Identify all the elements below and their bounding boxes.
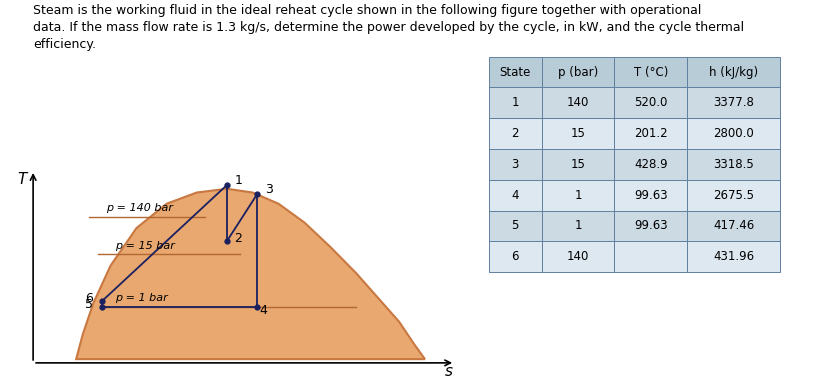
Text: 417.46: 417.46 [712,220,753,232]
Bar [614,87,686,118]
Text: 2800.0: 2800.0 [712,127,753,140]
Bar [614,180,686,211]
Bar [614,211,686,242]
Text: h (kJ/kg): h (kJ/kg) [708,66,758,79]
Text: 99.63: 99.63 [633,189,667,202]
Text: 99.63: 99.63 [633,220,667,232]
Bar [541,57,614,87]
Text: p (bar): p (bar) [557,66,597,79]
Text: 3377.8: 3377.8 [712,96,753,109]
Text: 201.2: 201.2 [633,127,667,140]
Bar [686,87,779,118]
Bar [488,180,541,211]
Text: T (°C): T (°C) [633,66,667,79]
Text: 6: 6 [84,292,93,305]
Bar [686,57,779,87]
Text: 2675.5: 2675.5 [712,189,753,202]
Text: 3: 3 [265,183,272,197]
Bar [541,180,614,211]
Bar [541,118,614,149]
Text: 6: 6 [510,250,519,263]
Bar [488,211,541,242]
Text: p = 15 bar: p = 15 bar [115,241,174,251]
Bar [488,118,541,149]
Bar [614,118,686,149]
Text: 2: 2 [510,127,519,140]
Text: 15: 15 [570,127,585,140]
Text: s: s [444,364,452,378]
Text: 1: 1 [573,189,581,202]
Text: 2: 2 [234,232,242,245]
Bar [488,242,541,272]
Bar [686,180,779,211]
Text: 5: 5 [511,220,518,232]
Bar [488,87,541,118]
Text: 1: 1 [510,96,519,109]
Bar [541,87,614,118]
Polygon shape [76,189,424,359]
Text: 140: 140 [566,96,589,109]
Text: 428.9: 428.9 [633,158,667,171]
Text: 1: 1 [234,174,242,187]
Text: 4: 4 [510,189,519,202]
Bar [686,118,779,149]
Bar [686,242,779,272]
Text: 4: 4 [259,304,267,317]
Text: 3: 3 [511,158,518,171]
Bar [614,242,686,272]
Text: p = 1 bar: p = 1 bar [115,293,168,303]
Text: State: State [499,66,530,79]
Text: Steam is the working fluid in the ideal reheat cycle shown in the following figu: Steam is the working fluid in the ideal … [33,4,743,51]
Bar [614,149,686,180]
Text: 5: 5 [84,297,93,311]
Bar [541,211,614,242]
Text: p = 140 bar: p = 140 bar [106,203,173,213]
Bar [541,242,614,272]
Bar [488,149,541,180]
Bar [686,211,779,242]
Bar [541,149,614,180]
Bar [614,57,686,87]
Text: 15: 15 [570,158,585,171]
Bar [488,57,541,87]
Text: 3318.5: 3318.5 [712,158,753,171]
Text: 520.0: 520.0 [633,96,667,109]
Text: T: T [17,172,27,187]
Text: 140: 140 [566,250,589,263]
Bar [686,149,779,180]
Text: 431.96: 431.96 [712,250,753,263]
Text: 1: 1 [573,220,581,232]
